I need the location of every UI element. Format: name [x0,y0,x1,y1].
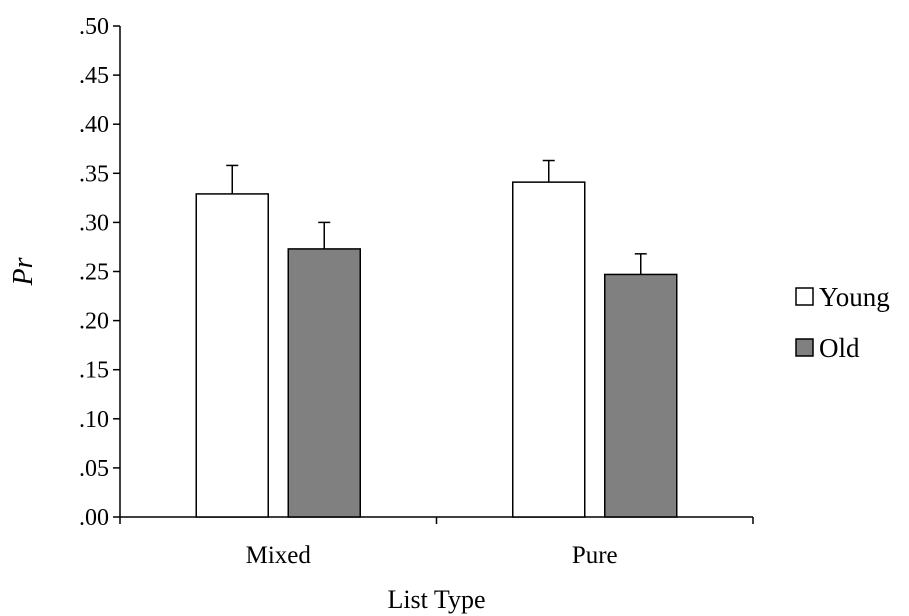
y-tick-label: .25 [79,260,109,286]
x-axis-title: List Type [387,585,485,614]
y-tick-label: .35 [79,161,109,187]
x-axis: Mixed Pure [119,516,754,569]
y-tick-label: .30 [79,210,109,236]
bar-old [604,273,678,518]
y-tick-label: .05 [79,456,109,482]
legend-label-young: Young [819,282,890,312]
y-tick-label: .10 [79,407,109,433]
bar-young [512,181,586,518]
bars [195,181,678,518]
x-category-label: Mixed [246,542,312,569]
bar-young [195,193,269,518]
y-tick-label: .45 [79,63,109,89]
legend-label-old: Old [819,333,860,363]
y-tick-label: .20 [79,309,109,335]
legend-swatch-young [795,287,814,306]
y-axis-title: Pr [8,257,39,286]
error-bars [226,159,647,275]
y-axis: .00 .05 .10 .15 .20 .25 .30 .35 .40 .45 .50 [79,14,121,531]
bar-old [287,248,361,518]
y-tick-label: .00 [79,505,109,531]
y-tick-label: .50 [79,14,109,40]
y-tick-label: .15 [79,358,109,384]
legend: Young Old [795,282,890,363]
x-category-label: Pure [572,542,618,569]
y-tick-label: .40 [79,112,109,138]
legend-swatch-old [795,338,814,357]
